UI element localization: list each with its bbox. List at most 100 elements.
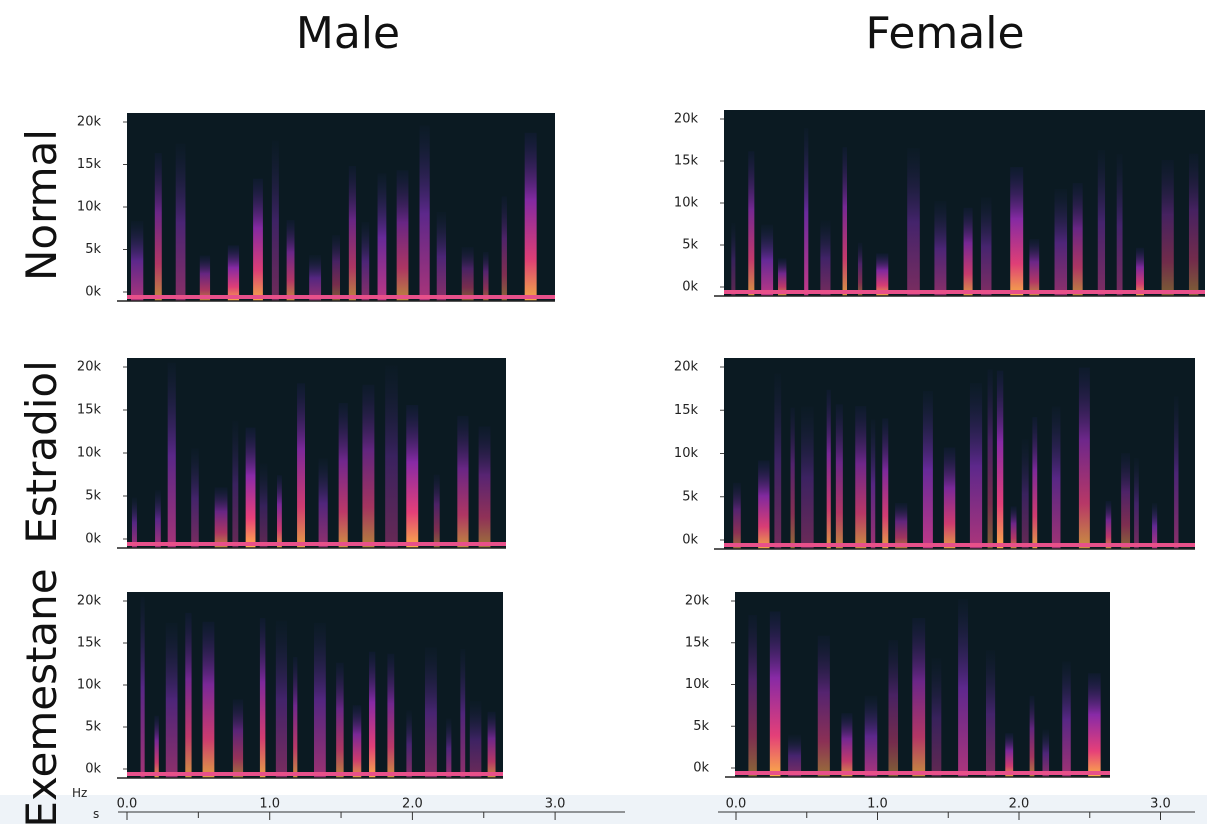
y-tick-label: 20k (685, 594, 710, 609)
baseline-band (724, 290, 1205, 294)
spectrogram-stripe (912, 617, 926, 777)
spectrogram-stripe (271, 140, 279, 301)
spectrogram-stripe (232, 699, 244, 778)
spectrogram-stripe (406, 405, 419, 548)
spectrogram-stripe (297, 383, 305, 548)
spectrogram-stripe (227, 245, 240, 301)
spectrogram-stripe (275, 620, 288, 778)
spectrogram-stripe (424, 647, 437, 778)
spectrogram-stripe (943, 447, 956, 549)
spectrogram-stripe (1005, 733, 1014, 777)
y-tick-label: 10k (674, 196, 699, 211)
y-tick-label: 0k (85, 532, 101, 547)
spectrogram-panel: 0k 5k 10k 15k 20k (77, 358, 506, 549)
spectrogram-stripe (788, 734, 802, 777)
spectrogram-stripe (352, 705, 362, 778)
spectrogram-stripe (293, 657, 298, 778)
spectrogram-stripe (175, 143, 186, 301)
spectrogram-stripe (199, 255, 211, 301)
baseline-band (127, 295, 555, 299)
spectrogram-stripe (286, 220, 295, 301)
time-tick-label: 0.0 (117, 797, 138, 812)
y-tick-label: 15k (674, 154, 699, 169)
y-tick-label: 0k (693, 761, 709, 776)
spectrogram-stripe (1010, 167, 1024, 296)
spectrogram-stripe (436, 211, 447, 301)
spectrogram-stripe (524, 132, 537, 301)
time-tick-label: 3.0 (1150, 797, 1171, 812)
spectrogram-stripe (882, 418, 889, 549)
y-tick-label: 5k (85, 720, 101, 735)
spectrogram-stripe (958, 599, 968, 777)
y-tick-label: 0k (682, 533, 698, 548)
y-tick-label: 15k (685, 635, 710, 650)
spectrogram-stripe (461, 247, 474, 301)
spectrogram-stripe (857, 242, 863, 296)
spectrogram-stripe (140, 596, 145, 778)
y-tick-label: 5k (693, 719, 709, 734)
time-tick-label: 2.0 (402, 797, 423, 812)
spectrogram-stripe (774, 373, 782, 549)
spectrogram-stripe (1054, 188, 1068, 296)
y-tick-label: 0k (85, 762, 101, 777)
spectrogram-stripe (758, 460, 770, 549)
row-label: Exemestane (17, 568, 66, 824)
spectrogram-stripe (895, 502, 908, 549)
spectrogram-stripe (131, 220, 144, 301)
spectrogram-stripe (1161, 160, 1174, 296)
spectrogram-stripe (478, 426, 491, 548)
spectrogram-stripe (406, 710, 412, 778)
baseline-band (735, 771, 1110, 775)
spectrogram-stripe (253, 178, 263, 301)
spectrogram-stripe (804, 128, 809, 296)
spectrogram-stripe (361, 221, 370, 301)
spectrogram-stripe (385, 365, 398, 548)
spectrogram-stripe (1105, 501, 1112, 549)
time-tick-label: 2.0 (1009, 797, 1030, 812)
spectrogram-stripe (748, 614, 757, 777)
y-tick-label: 10k (685, 677, 710, 692)
y-tick-label: 20k (77, 594, 102, 609)
spectrogram-stripe (309, 254, 322, 301)
spectrogram-stripe (980, 197, 992, 296)
spectrogram-stripe (907, 147, 920, 296)
spectrogram-stripe (1121, 453, 1131, 549)
spectrogram-stripe (214, 487, 228, 548)
spectrogram-stripe (733, 482, 741, 549)
spectrogram-stripe (1029, 239, 1040, 296)
spectrogram-stripe (1134, 458, 1139, 549)
y-tick-label: 5k (682, 238, 698, 253)
spectrogram-stripe (1051, 406, 1061, 549)
spectrogram-stripe (369, 651, 376, 778)
spectrogram-stripe (996, 370, 1004, 549)
spectrogram-stripe (1010, 506, 1017, 549)
spectrogram-stripe (969, 382, 983, 549)
y-tick-label: 15k (77, 636, 102, 651)
spectrogram-panel: 0k 5k 10k 15k 20k (77, 592, 503, 779)
spectrogram-stripe (888, 640, 899, 777)
y-tick-label: 0k (682, 280, 698, 295)
spectrogram-stripe (332, 235, 340, 301)
spectrogram-stripe (469, 701, 482, 778)
baseline-band (724, 543, 1195, 547)
time-unit: s (93, 807, 99, 821)
spectrogram-stripe (1097, 149, 1106, 296)
y-tick-label: 15k (674, 403, 699, 418)
spectrogram-stripe (348, 165, 356, 301)
y-tick-label: 20k (77, 115, 102, 130)
y-tick-label: 20k (77, 360, 102, 375)
spectrogram-stripe (446, 718, 452, 778)
spectrogram-stripe (460, 648, 466, 778)
time-tick-label: 3.0 (545, 797, 566, 812)
spectrogram-stripe (986, 650, 996, 777)
spectrogram-stripe (191, 448, 199, 548)
spectrogram-stripe (864, 695, 878, 777)
spectrogram-stripe (1188, 153, 1199, 296)
spectrogram-stripe (1029, 695, 1035, 777)
time-tick-label: 1.0 (259, 797, 280, 812)
spectrogram-stripe (387, 653, 395, 778)
baseline-band (127, 772, 503, 776)
y-tick-label: 5k (85, 489, 101, 504)
spectrogram-stripe (501, 196, 507, 301)
